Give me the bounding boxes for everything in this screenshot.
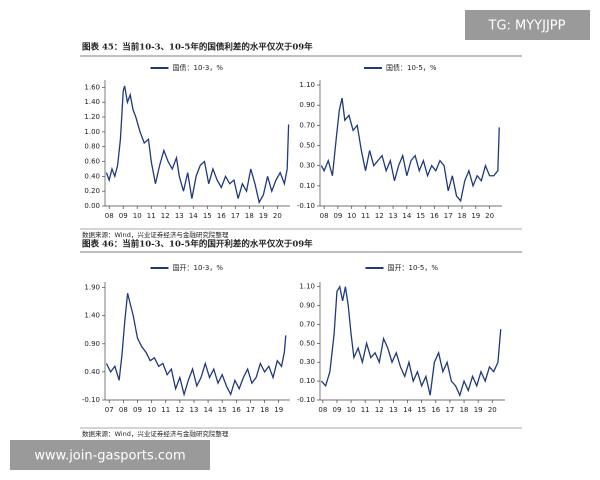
x-tick-label: 13: [389, 212, 398, 220]
x-tick-label: 17: [246, 406, 255, 414]
x-tick-label: 09: [133, 406, 142, 414]
x-tick-label: 17: [231, 212, 240, 220]
y-tick-label: 1.10: [299, 81, 315, 89]
x-tick-label: 15: [203, 212, 212, 220]
y-tick-label: 1.40: [84, 312, 100, 320]
y-tick-label: 0.70: [299, 320, 315, 328]
y-tick-label: -0.10: [82, 396, 100, 404]
y-tick-label: 0.30: [299, 358, 315, 366]
x-tick-label: 12: [375, 212, 384, 220]
y-tick-label: 0.10: [299, 182, 315, 190]
x-tick-label: 18: [245, 212, 254, 220]
y-tick-label: 0.90: [299, 302, 315, 310]
y-tick-label: 1.40: [84, 98, 100, 106]
y-tick-label: -0.10: [297, 396, 315, 404]
x-tick-label: 10: [347, 212, 356, 220]
y-tick-label: 0.50: [299, 142, 315, 150]
y-tick-label: 0.10: [299, 377, 315, 385]
y-tick-label: 0.30: [299, 162, 315, 170]
y-tick-label: -0.10: [297, 202, 315, 210]
x-tick-label: 08: [119, 406, 128, 414]
x-tick-label: 18: [260, 406, 269, 414]
x-tick-label: 17: [445, 406, 454, 414]
x-tick-label: 15: [416, 212, 425, 220]
x-tick-label: 10: [147, 406, 156, 414]
x-tick-label: 08: [105, 212, 114, 220]
x-tick-label: 10: [347, 406, 356, 414]
x-tick-label: 14: [189, 212, 198, 220]
y-tick-label: 0.90: [84, 340, 100, 348]
x-tick-label: 19: [474, 406, 483, 414]
y-tick-label: 0.90: [299, 101, 315, 109]
watermark-box: [465, 10, 590, 40]
y-tick-label: 0.70: [299, 121, 315, 129]
x-tick-label: 15: [417, 406, 426, 414]
x-tick-label: 20: [485, 212, 494, 220]
x-tick-label: 08: [320, 212, 329, 220]
figure-title: 图表 46：当前10-3、10-5年的国开利差的水平仅次于09年: [82, 239, 313, 250]
x-tick-label: 09: [333, 212, 342, 220]
watermark: www.join-gasports.com: [34, 449, 185, 464]
y-tick-label: 1.90: [84, 284, 100, 292]
x-tick-label: 12: [375, 406, 384, 414]
x-tick-label: 09: [332, 406, 341, 414]
x-tick-label: 19: [259, 212, 268, 220]
x-tick-label: 12: [175, 406, 184, 414]
x-tick-label: 11: [147, 212, 156, 220]
figure-source: 数据来源：Wind，兴业证券经济与金融研究院整理: [82, 230, 229, 239]
y-tick-label: 1.00: [84, 128, 100, 136]
watermark: TG: MYYJJPP: [488, 19, 566, 34]
y-tick-label: 1.10: [299, 283, 315, 291]
y-tick-label: 0.80: [84, 143, 100, 151]
x-tick-label: 16: [232, 406, 241, 414]
x-tick-label: 13: [190, 406, 199, 414]
x-tick-label: 13: [175, 212, 184, 220]
x-tick-label: 14: [403, 406, 412, 414]
legend-label: 国债：10-3，%: [173, 63, 224, 72]
x-tick-label: 13: [389, 406, 398, 414]
series-line: [105, 85, 290, 205]
x-tick-label: 11: [361, 406, 370, 414]
x-tick-label: 16: [431, 406, 440, 414]
legend-label: 国开：10-5，%: [388, 264, 439, 272]
series-line: [105, 293, 287, 397]
x-tick-label: 11: [161, 406, 170, 414]
figure-source: 数据来源：Wind，兴业证券经济与金融研究院整理: [82, 429, 229, 438]
x-tick-label: 12: [161, 212, 170, 220]
figure-title: 图表 45：当前10-3、10-5年的国债利差的水平仅次于09年: [82, 42, 313, 53]
x-tick-label: 10: [133, 212, 142, 220]
x-tick-label: 18: [458, 212, 467, 220]
x-tick-label: 08: [318, 406, 327, 414]
series-line: [320, 284, 502, 398]
x-tick-label: 20: [488, 406, 497, 414]
x-tick-label: 07: [105, 406, 114, 414]
x-tick-label: 11: [361, 212, 370, 220]
x-tick-label: 16: [430, 212, 439, 220]
y-tick-label: 0.40: [84, 368, 100, 376]
x-tick-label: 14: [402, 212, 411, 220]
y-tick-label: 0.20: [84, 187, 100, 195]
y-tick-label: 1.60: [84, 83, 100, 91]
y-tick-label: 0.60: [84, 158, 100, 166]
x-tick-label: 17: [444, 212, 453, 220]
x-tick-label: 20: [273, 212, 282, 220]
series-line: [320, 97, 500, 203]
y-tick-label: 0.40: [84, 172, 100, 180]
x-tick-label: 09: [119, 212, 128, 220]
y-tick-label: 0.50: [299, 339, 315, 347]
watermark-box: [10, 440, 210, 470]
y-tick-label: 0.00: [84, 202, 100, 210]
x-tick-label: 14: [204, 406, 213, 414]
x-tick-label: 16: [217, 212, 226, 220]
legend-label: 国开：10-3，%: [173, 264, 224, 272]
x-tick-label: 19: [274, 406, 283, 414]
x-tick-label: 19: [471, 212, 480, 220]
x-tick-label: 18: [460, 406, 469, 414]
y-tick-label: 1.20: [84, 113, 100, 121]
x-tick-label: 15: [218, 406, 227, 414]
legend-label: 国债：10-5，%: [386, 63, 437, 72]
